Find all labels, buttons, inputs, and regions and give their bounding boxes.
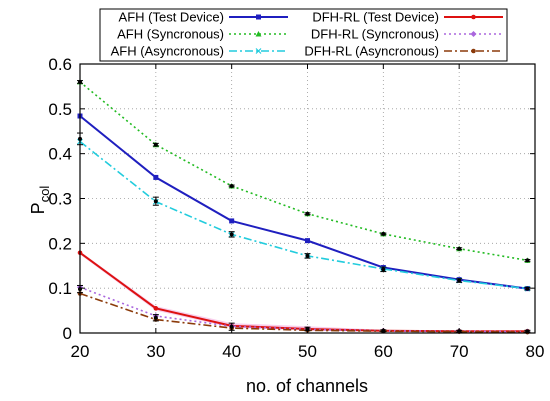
x-tick-label: 40: [222, 342, 241, 361]
error-bar-point: [229, 183, 234, 188]
y-tick-label: 0.5: [48, 100, 72, 119]
data-point: [229, 218, 235, 224]
legend-swatch-marker: [255, 31, 262, 37]
error-bar: [152, 196, 159, 206]
legend-entry: DFH-RL (Test Device): [312, 10, 503, 25]
error-bar-point: [381, 267, 386, 272]
y-axis-title-main: P: [28, 202, 48, 214]
legend-entry: AFH (Test Device): [119, 10, 288, 25]
legend-swatch-marker: [471, 48, 476, 54]
y-axis-title: Pcol: [28, 186, 52, 215]
y-tick-label: 0.1: [48, 279, 72, 298]
error-bar-point: [153, 315, 158, 320]
error-bar: [524, 329, 531, 334]
legend-label: AFH (Asyncronous): [111, 44, 224, 59]
x-tick-label: 70: [450, 342, 469, 361]
data-point: [153, 174, 159, 180]
axis-ticks: 20 30 40 50 60 70 80 0 0.1 0.2 0.3 0.4 0.5 0.6: [48, 55, 544, 361]
x-tick-label: 80: [526, 342, 545, 361]
error-bar-point: [381, 231, 386, 236]
grid: [80, 64, 535, 333]
error-bar: [152, 314, 159, 322]
data-point: [305, 238, 310, 244]
legend-swatch-marker: [471, 14, 476, 20]
error-bar: [304, 211, 311, 216]
y-axis-title-subscript: col: [37, 186, 52, 203]
error-bar-point: [457, 278, 462, 283]
svg-text:Pcol: Pcol: [28, 186, 52, 215]
x-tick-label: 30: [146, 342, 165, 361]
data-point: [153, 306, 159, 311]
error-bar: [524, 286, 531, 291]
legend-entry: AFH (Asyncronous): [111, 44, 288, 59]
x-axis-title: no. of channels: [246, 376, 368, 396]
error-bar-point: [525, 286, 530, 291]
legend-entry: DFH-RL (Asyncronous): [304, 44, 503, 59]
legend-label: DFH-RL (Syncronous): [311, 27, 439, 42]
error-bars: [77, 79, 531, 334]
y-tick-label: 0.2: [48, 234, 72, 253]
error-bar: [228, 183, 235, 188]
legend-swatch-marker: [256, 14, 261, 20]
error-bar-point: [457, 246, 462, 251]
legend-box: [99, 8, 508, 62]
error-bar-point: [525, 329, 530, 334]
legend: AFH (Test Device) AFH (Syncronous) AFH (As…: [99, 8, 508, 62]
error-bar-point: [229, 324, 234, 329]
error-bar-point: [153, 142, 158, 147]
y-tick-label: 0.4: [48, 145, 72, 164]
legend-entry: DFH-RL (Syncronous): [311, 27, 503, 42]
legend-swatch-marker: [470, 31, 477, 37]
legend-swatch-marker: [255, 48, 262, 54]
error-bar-point: [305, 211, 310, 216]
y-tick-label: 0: [63, 324, 72, 343]
error-bar-point: [153, 199, 158, 204]
legend-entry: AFH (Syncronous): [117, 27, 288, 42]
error-bar: [380, 231, 387, 236]
legend-label: AFH (Syncronous): [117, 27, 224, 42]
x-tick-label: 60: [374, 342, 393, 361]
legend-label: DFH-RL (Test Device): [312, 10, 439, 25]
x-tick-label: 20: [71, 342, 90, 361]
y-tick-label: 0.6: [48, 55, 72, 74]
y-tick-label: 0.3: [48, 190, 72, 209]
error-bar-point: [229, 232, 234, 237]
error-bar-point: [305, 253, 310, 258]
error-bar: [456, 278, 463, 283]
error-bar: [524, 258, 531, 263]
x-tick-label: 50: [298, 342, 317, 361]
error-bar-point: [525, 258, 530, 263]
error-bar: [304, 253, 311, 259]
legend-label: AFH (Test Device): [119, 10, 224, 25]
error-bar: [380, 266, 387, 273]
legend-label: DFH-RL (Asyncronous): [304, 44, 439, 59]
error-bar: [228, 231, 235, 238]
error-bar: [152, 142, 159, 147]
error-bar: [456, 246, 463, 251]
